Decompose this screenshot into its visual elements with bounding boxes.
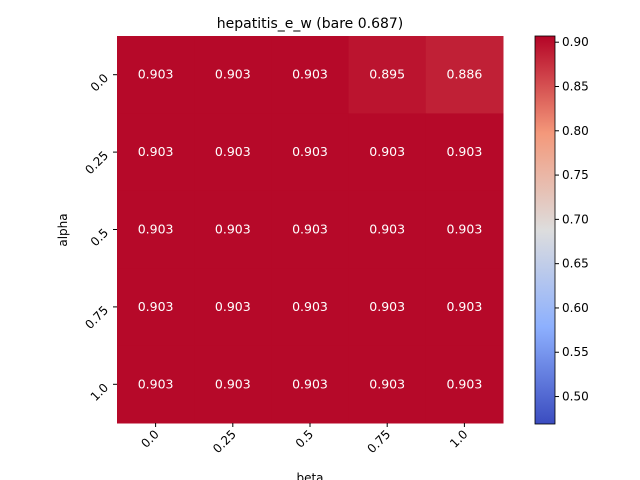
colorbar-tick-label: 0.80 — [562, 124, 589, 138]
colorbar-tick-label: 0.75 — [562, 168, 589, 182]
heatmap-cell — [348, 113, 427, 192]
heatmap-cells — [117, 36, 504, 424]
cell-value-label: 0.903 — [292, 376, 328, 391]
heatmap-cell — [425, 345, 504, 424]
colorbar-tick-label: 0.50 — [562, 390, 589, 404]
heatmap-cell — [425, 113, 504, 192]
y-tick-label: 1.0 — [88, 381, 111, 404]
cell-value-label: 0.903 — [215, 144, 251, 159]
heatmap-cell — [348, 268, 427, 347]
colorbar: 0.50 0.55 0.60 0.65 0.70 0.75 0.80 0.85 0.90 — [534, 35, 589, 425]
cell-value-label: 0.895 — [369, 67, 405, 82]
cell-value-label: 0.903 — [369, 376, 405, 391]
heatmap-cell — [348, 36, 427, 114]
heatmap-cell — [117, 268, 195, 347]
cell-value-label: 0.903 — [138, 144, 174, 159]
y-tick-label: 0.0 — [88, 71, 111, 94]
colorbar-tick-label: 0.55 — [562, 345, 589, 359]
heatmap-cell — [271, 36, 350, 114]
heatmap-cell — [348, 190, 427, 269]
cell-value-label: 0.903 — [138, 222, 174, 237]
cell-value-label: 0.903 — [215, 376, 251, 391]
x-tick-label: 1.0 — [447, 427, 470, 450]
cell-annotations: 0.903 0.903 0.903 0.895 0.886 0.903 0.903 0.903… — [138, 67, 483, 392]
x-tick-label: 0.25 — [210, 427, 239, 456]
heatmap-cell — [194, 113, 272, 192]
x-axis: 0.0 0.25 0.5 0.75 1.0 — [138, 423, 471, 456]
colorbar-tick-label: 0.60 — [562, 301, 589, 315]
y-tick-label: 0.75 — [82, 303, 111, 332]
cell-value-label: 0.903 — [292, 299, 328, 314]
heatmap-cell — [348, 345, 427, 424]
cell-value-label: 0.903 — [215, 67, 251, 82]
cell-value-label: 0.903 — [447, 222, 483, 237]
heatmap-cell — [271, 345, 350, 424]
cell-value-label: 0.886 — [447, 67, 483, 82]
x-tick-label: 0.0 — [138, 427, 161, 450]
y-axis: 0.0 0.25 0.5 0.75 1.0 — [82, 71, 117, 404]
heatmap-cell — [271, 113, 350, 192]
heatmap-cell — [117, 190, 195, 269]
heatmap-cell — [194, 190, 272, 269]
cell-value-label: 0.903 — [292, 67, 328, 82]
y-tick-label: 0.5 — [88, 226, 111, 249]
cell-value-label: 0.903 — [215, 299, 251, 314]
colorbar-tick-label: 0.90 — [562, 35, 589, 49]
cell-value-label: 0.903 — [369, 144, 405, 159]
colorbar-tick-label: 0.85 — [562, 79, 589, 93]
colorbar-tick-label: 0.65 — [562, 257, 589, 271]
cell-value-label: 0.903 — [215, 222, 251, 237]
colorbar-tick-label: 0.70 — [562, 212, 589, 226]
heatmap-cell — [425, 268, 504, 347]
heatmap-cell — [425, 36, 504, 114]
heatmap-cell — [271, 190, 350, 269]
x-axis-label: beta — [296, 471, 323, 480]
heatmap-cell — [425, 190, 504, 269]
heatmap-cell — [194, 268, 272, 347]
x-tick-label: 0.5 — [293, 427, 316, 450]
cell-value-label: 0.903 — [292, 222, 328, 237]
heatmap-cell — [117, 345, 195, 424]
heatmap-cell — [194, 36, 272, 114]
cell-value-label: 0.903 — [138, 299, 174, 314]
cell-value-label: 0.903 — [138, 376, 174, 391]
heatmap-cell — [117, 36, 195, 114]
heatmap-cell — [117, 113, 195, 192]
cell-value-label: 0.903 — [447, 376, 483, 391]
x-tick-label: 0.75 — [365, 427, 394, 456]
cell-value-label: 0.903 — [447, 144, 483, 159]
y-tick-label: 0.25 — [82, 148, 111, 177]
cell-value-label: 0.903 — [138, 67, 174, 82]
heatmap-cell — [271, 268, 350, 347]
chart-title: hepatitis_e_w (bare 0.687) — [217, 16, 404, 32]
cell-value-label: 0.903 — [369, 222, 405, 237]
cell-value-label: 0.903 — [447, 299, 483, 314]
cell-value-label: 0.903 — [292, 144, 328, 159]
cell-value-label: 0.903 — [369, 299, 405, 314]
colorbar-gradient — [534, 35, 556, 425]
y-axis-label: alpha — [56, 213, 70, 246]
heatmap-cell — [194, 345, 272, 424]
